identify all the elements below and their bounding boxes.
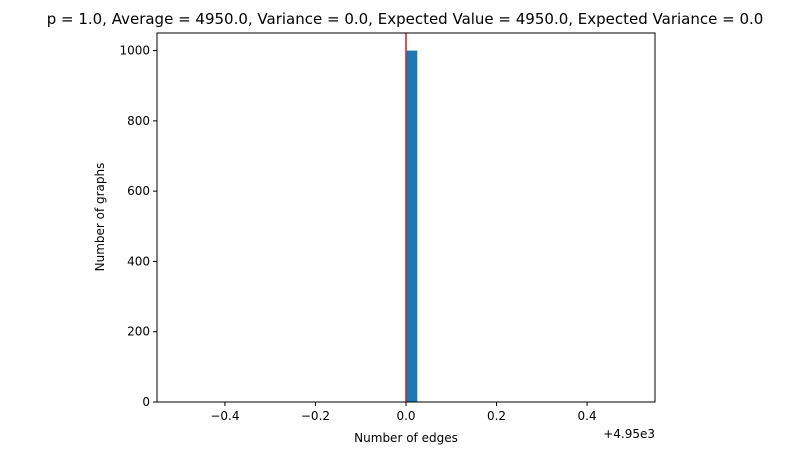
x-tick-label: 0.4 [578, 409, 597, 423]
bars-layer [406, 50, 418, 402]
x-tick-label: −0.4 [210, 409, 239, 423]
x-tick-label: −0.2 [301, 409, 330, 423]
x-tick-label: 0.0 [396, 409, 415, 423]
x-axis-offset-label: +4.95e3 [603, 427, 655, 441]
x-tick-label: 0.2 [487, 409, 506, 423]
y-axis-ticks: 0 200 400 600 800 1000 [119, 44, 157, 409]
y-tick-label: 400 [127, 254, 150, 268]
y-axis-label: Number of graphs [93, 163, 107, 272]
y-tick-label: 1000 [119, 44, 150, 58]
y-tick-label: 0 [142, 395, 150, 409]
y-tick-label: 800 [127, 114, 150, 128]
chart-title: p = 1.0, Average = 4950.0, Variance = 0.… [47, 10, 764, 28]
x-axis-label: Number of edges [354, 431, 458, 445]
x-axis-ticks: −0.4 −0.2 0.0 0.2 0.4 [210, 402, 597, 423]
histogram-bar [406, 50, 418, 402]
y-tick-label: 600 [127, 184, 150, 198]
y-tick-label: 200 [127, 325, 150, 339]
